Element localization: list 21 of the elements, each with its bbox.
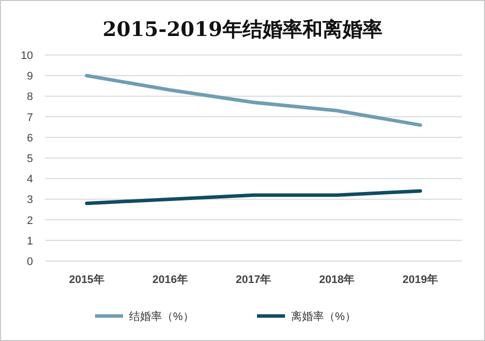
line-series (84, 74, 422, 127)
x-tick-label: 2016年 (152, 273, 188, 286)
x-tick-label: 2015年 (68, 273, 104, 286)
y-tick-label: 3 (26, 194, 33, 206)
legend-label: 结婚率（%） (129, 310, 194, 323)
y-tick-label: 5 (26, 153, 33, 165)
y-tick-label: 2 (26, 214, 33, 227)
x-tick-label: 2019年 (402, 273, 438, 286)
legend-label: 离婚率（%） (291, 310, 356, 323)
y-tick-label: 8 (26, 91, 33, 104)
y-tick-label: 10 (20, 50, 33, 62)
y-tick-label: 7 (26, 112, 33, 124)
y-tick-label: 9 (26, 70, 33, 83)
y-tick-label: 4 (26, 174, 33, 186)
chart-title: 2015-2019年结婚率和离婚率 (102, 17, 382, 41)
y-tick-label: 6 (26, 132, 33, 144)
line-series (84, 189, 422, 206)
y-tick-label: 1 (26, 235, 33, 248)
x-tick-label: 2018年 (319, 273, 355, 286)
x-tick-label: 2017年 (236, 273, 272, 286)
y-tick-label: 0 (26, 256, 33, 268)
